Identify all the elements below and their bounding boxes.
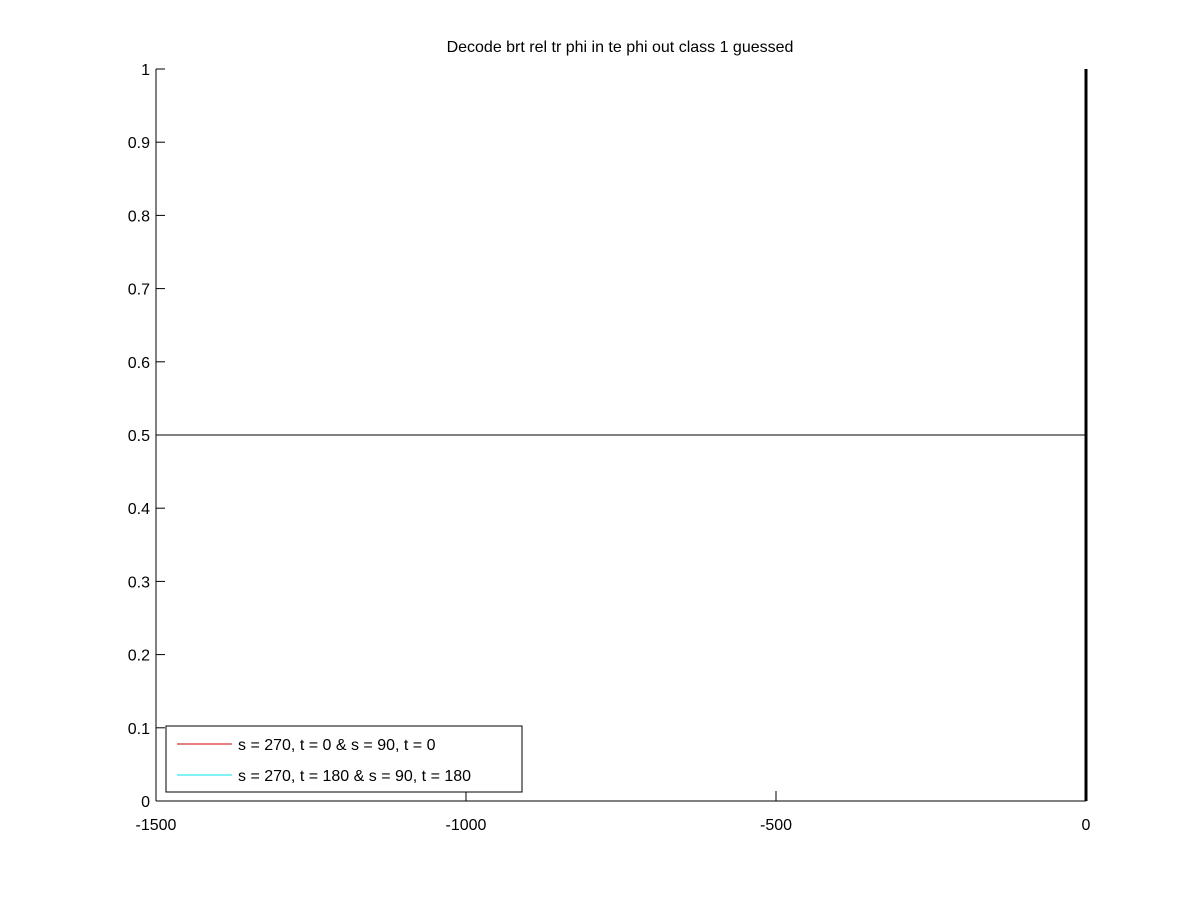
reference-lines <box>156 69 1088 801</box>
x-tick-label: -1500 <box>136 817 177 834</box>
chart-title: Decode brt rel tr phi in te phi out clas… <box>447 39 794 56</box>
y-tick-label: 0.3 <box>128 574 150 591</box>
x-tick-label: -500 <box>760 817 792 834</box>
legend: s = 270, t = 0 & s = 90, t = 0 s = 270, t… <box>165 725 523 793</box>
y-tick-label: 0.4 <box>128 501 150 518</box>
x-tick-label: 0 <box>1082 817 1091 834</box>
y-tick-label: 0.6 <box>128 355 150 372</box>
axes: 0 0.1 0.2 0.3 0.4 0.5 0.6 0.7 0.8 0.9 1 -1500 -1000 -… <box>128 62 1091 834</box>
y-tick-label: 0.5 <box>128 428 150 445</box>
y-tick-label: 0.8 <box>128 208 150 225</box>
y-tick-label: 0 <box>141 794 150 811</box>
y-tick-label: 1 <box>141 62 150 79</box>
legend-box <box>165 725 523 793</box>
legend-label: s = 270, t = 180 & s = 90, t = 180 <box>238 768 471 785</box>
legend-label: s = 270, t = 0 & s = 90, t = 0 <box>238 737 436 754</box>
y-tick-label: 0.2 <box>128 648 150 665</box>
y-tick-label: 0.7 <box>128 282 150 299</box>
y-tick-label: 0.1 <box>128 721 150 738</box>
x-tick-label: -1000 <box>446 817 487 834</box>
y-tick-label: 0.9 <box>128 135 150 152</box>
